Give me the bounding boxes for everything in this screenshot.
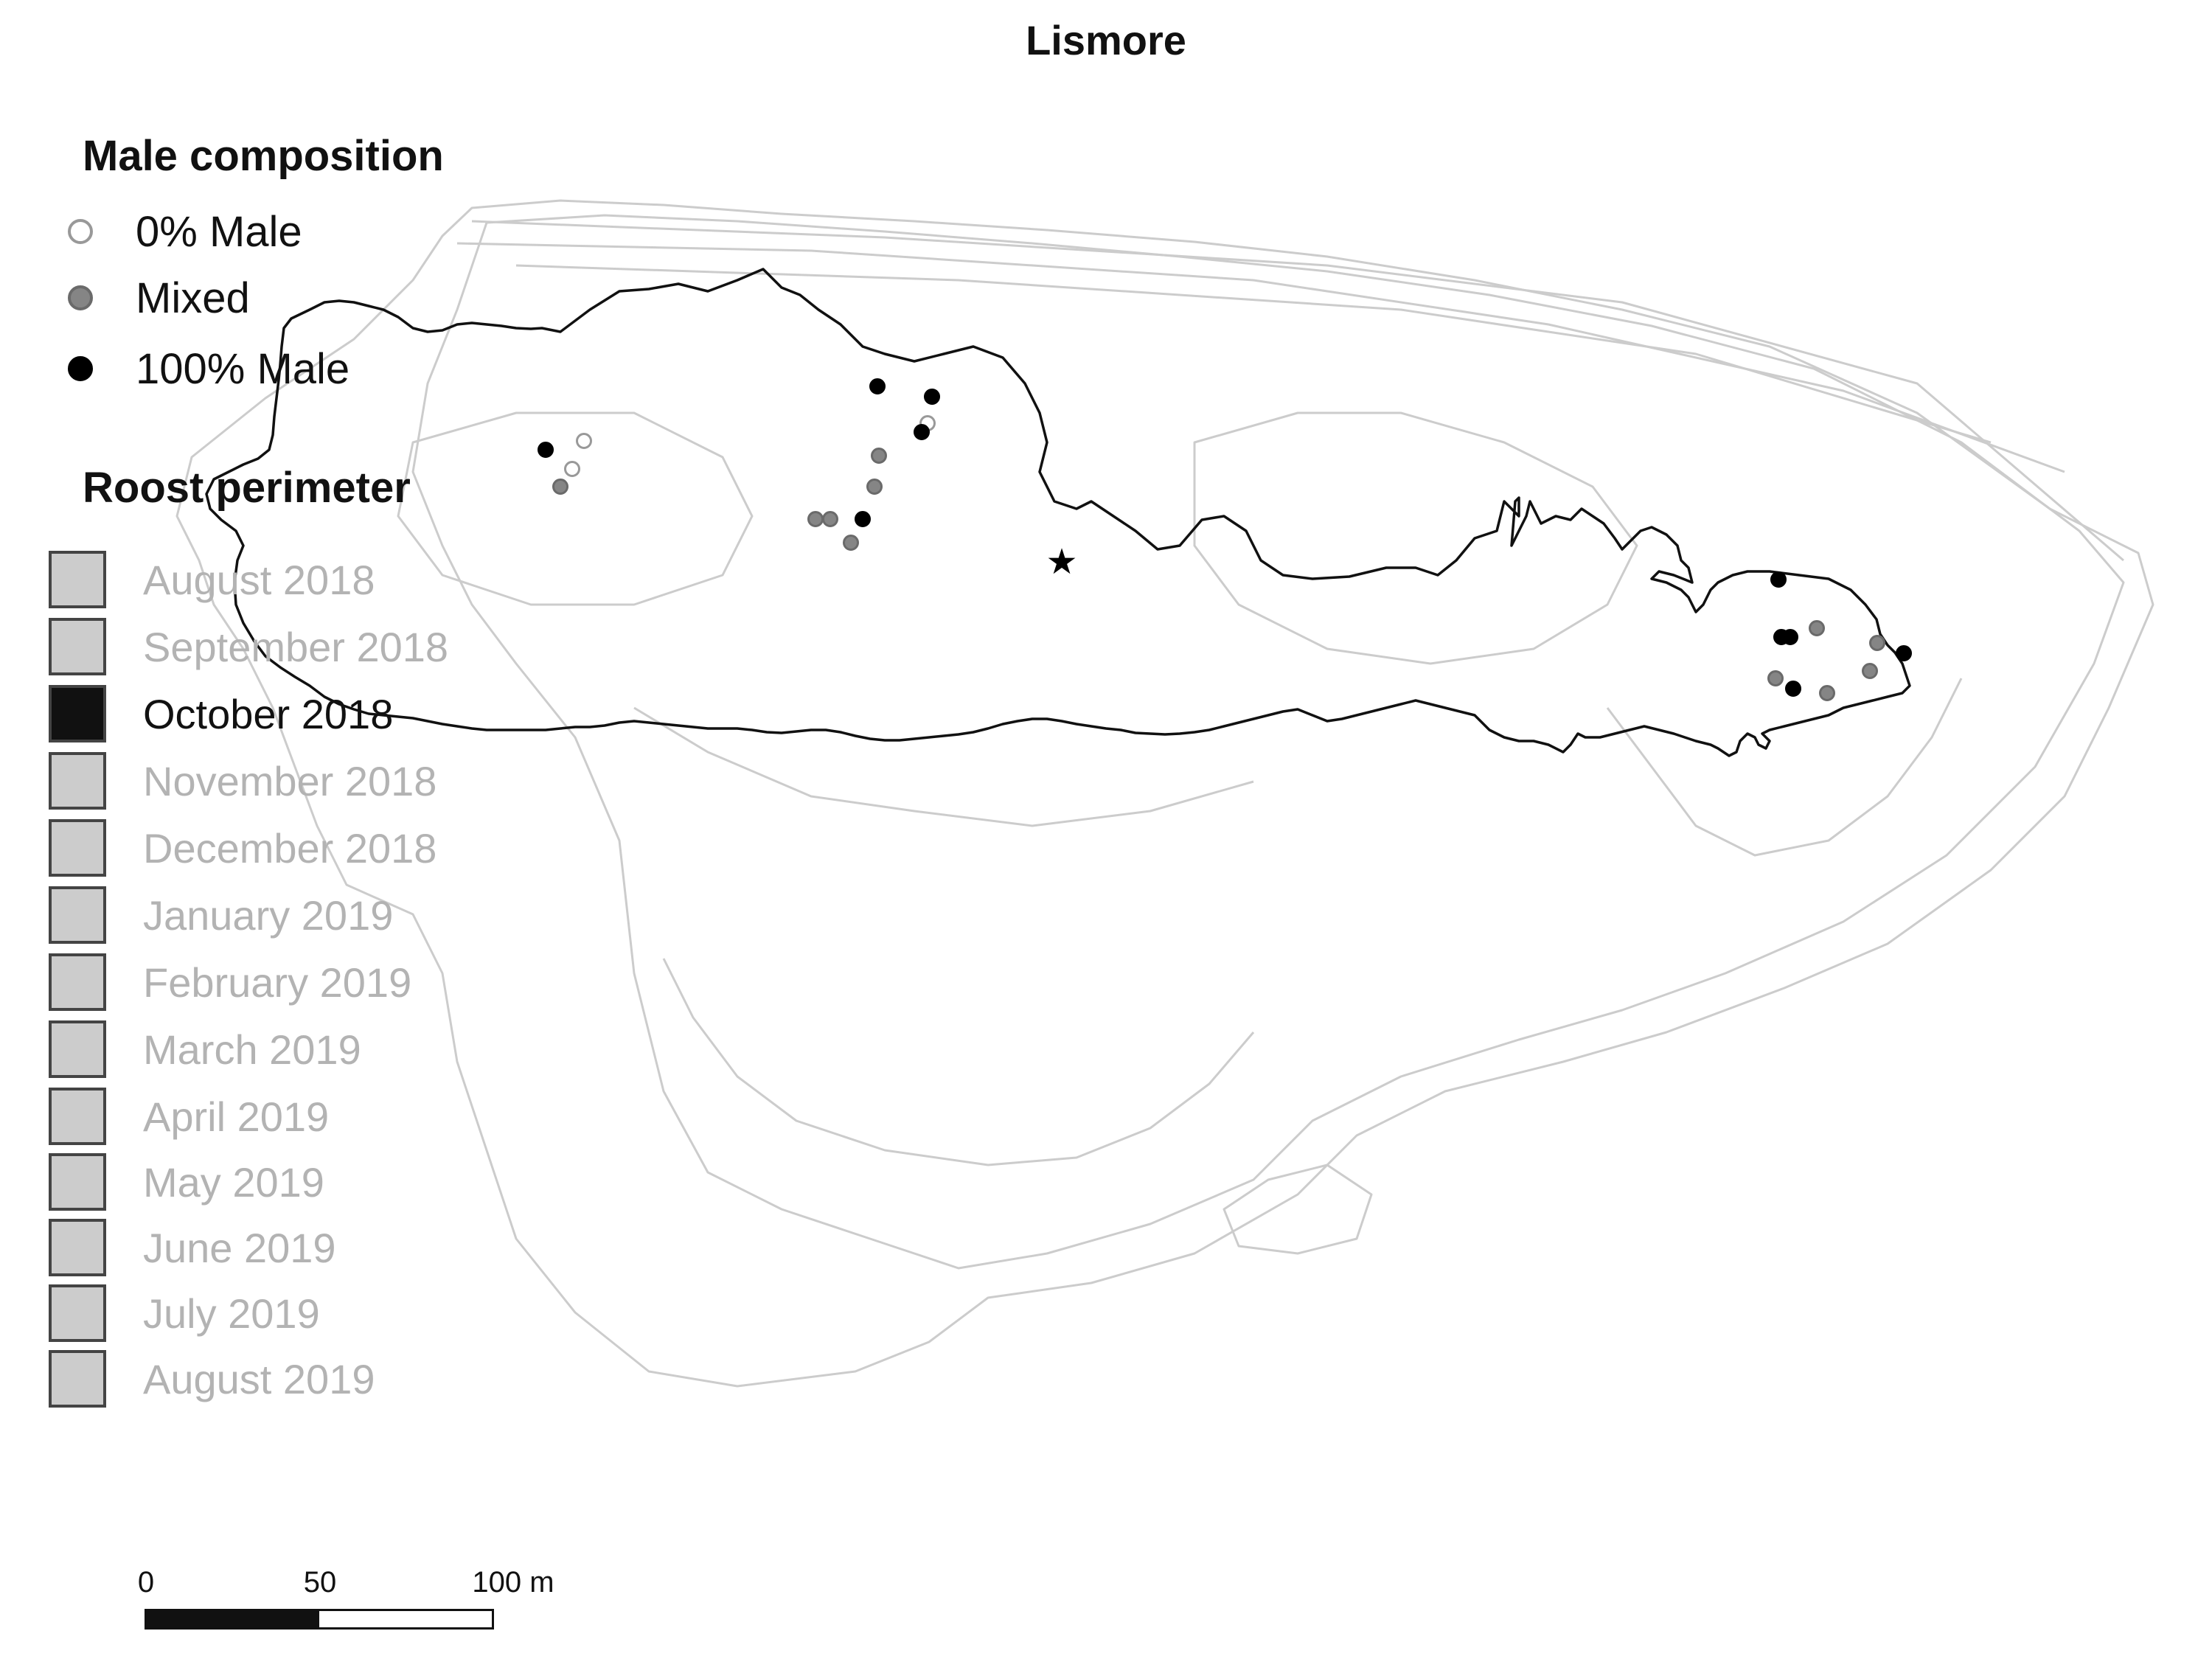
point-100pct-male	[924, 389, 940, 405]
point-mixed	[1862, 663, 1878, 679]
legend-label: 100% Male	[136, 344, 350, 393]
perimeter-top-band-3	[515, 264, 1992, 444]
black-dot-icon	[68, 356, 93, 381]
roost-legend-item: September 2018	[49, 616, 448, 678]
perimeter-outer-2	[411, 214, 2125, 1270]
month-label: August 2018	[143, 556, 375, 603]
month-label: April 2019	[143, 1093, 330, 1140]
month-label: August 2019	[143, 1355, 375, 1402]
point-100pct-male	[538, 442, 554, 458]
point-0pct-male	[564, 461, 580, 477]
perimeter-top-band-2	[456, 242, 2065, 473]
month-label: March 2019	[143, 1026, 361, 1073]
month-label: January 2019	[143, 891, 394, 939]
other-month-perimeters	[175, 199, 2154, 1388]
star-marker: ★	[1046, 541, 1077, 582]
month-swatch	[49, 1153, 106, 1211]
month-swatch	[49, 953, 106, 1011]
legend-item-mixed: Mixed	[68, 268, 250, 327]
month-label: June 2019	[143, 1224, 336, 1271]
month-swatch	[49, 1020, 106, 1078]
scale-tick-0: 0	[137, 1566, 155, 1599]
month-swatch	[49, 819, 106, 877]
scale-bar-white-segment	[319, 1611, 492, 1627]
month-swatch	[49, 752, 106, 810]
point-mixed	[871, 448, 887, 464]
roost-legend-item: November 2018	[49, 750, 437, 812]
roost-legend-item: May 2019	[49, 1151, 324, 1213]
perimeter-west-loop	[397, 411, 754, 606]
point-100pct-male	[1896, 645, 1912, 661]
perimeter-outer-big	[175, 199, 2154, 1388]
scale-bar-black-segment	[147, 1611, 319, 1627]
month-label: July 2019	[143, 1290, 320, 1337]
perimeter-east-lobe	[1606, 678, 1963, 857]
perimeter-inner-loop	[1193, 411, 1638, 665]
perimeter-small-loop	[1222, 1164, 1373, 1255]
month-swatch	[49, 886, 106, 944]
perimeter-top-band-1	[471, 220, 2124, 562]
map-title: Lismore	[1026, 17, 1186, 63]
point-mixed	[1869, 635, 1885, 651]
month-swatch	[49, 1350, 106, 1408]
point-100pct-male	[914, 424, 930, 440]
month-label: May 2019	[143, 1158, 324, 1206]
point-mixed	[843, 535, 859, 551]
point-100pct-male	[1785, 681, 1801, 697]
perimeter-lower-line	[633, 706, 1254, 827]
scale-tick-100: 100 m	[472, 1566, 554, 1599]
month-swatch	[49, 1219, 106, 1276]
point-mixed	[866, 479, 883, 495]
month-swatch	[49, 1088, 106, 1145]
month-swatch	[49, 618, 106, 675]
roost-legend-item: December 2018	[49, 817, 437, 879]
roost-perimeter-heading: Roost perimeter	[83, 464, 411, 512]
month-label: February 2019	[143, 959, 412, 1006]
month-label: December 2018	[143, 824, 437, 872]
legend-item-0pct-male: 0% Male	[68, 202, 302, 261]
month-swatch	[49, 685, 106, 742]
roost-legend-item: March 2019	[49, 1018, 361, 1080]
month-label: October 2018	[143, 690, 394, 737]
roost-legend-item: August 2019	[49, 1348, 375, 1410]
point-mixed	[1767, 670, 1784, 686]
month-label: November 2018	[143, 757, 437, 804]
white-dot-icon	[68, 219, 93, 244]
roost-legend-item: June 2019	[49, 1217, 336, 1279]
roost-legend-item: July 2019	[49, 1282, 320, 1344]
legend-item-100pct-male: 100% Male	[68, 339, 349, 398]
point-100pct-male	[1770, 571, 1787, 588]
point-0pct-male	[576, 433, 592, 449]
month-label: September 2018	[143, 623, 449, 670]
month-swatch	[49, 1284, 106, 1342]
roost-legend-item: January 2019	[49, 884, 393, 946]
point-mixed	[807, 511, 824, 527]
point-100pct-male	[869, 378, 886, 394]
roost-points	[538, 378, 1912, 701]
legend-label: Mixed	[136, 274, 250, 322]
grey-dot-icon	[68, 285, 93, 310]
perimeter-lower-lobe	[662, 958, 1255, 1166]
point-mixed	[1819, 685, 1835, 701]
point-100pct-male	[1782, 629, 1798, 645]
scale-bar	[145, 1609, 494, 1630]
month-swatch	[49, 551, 106, 608]
roost-legend-item: October 2018	[49, 683, 393, 745]
point-mixed	[552, 479, 568, 495]
point-100pct-male	[855, 511, 871, 527]
male-composition-heading: Male composition	[83, 132, 444, 180]
roost-legend-item: February 2019	[49, 951, 411, 1013]
point-mixed	[822, 511, 838, 527]
legend-label: 0% Male	[136, 207, 302, 256]
october-2018-perimeter	[205, 268, 1911, 757]
scale-tick-50: 50	[303, 1566, 337, 1599]
point-mixed	[1809, 620, 1825, 636]
roost-legend-item: August 2018	[49, 549, 375, 611]
roost-legend-item: April 2019	[49, 1085, 329, 1147]
